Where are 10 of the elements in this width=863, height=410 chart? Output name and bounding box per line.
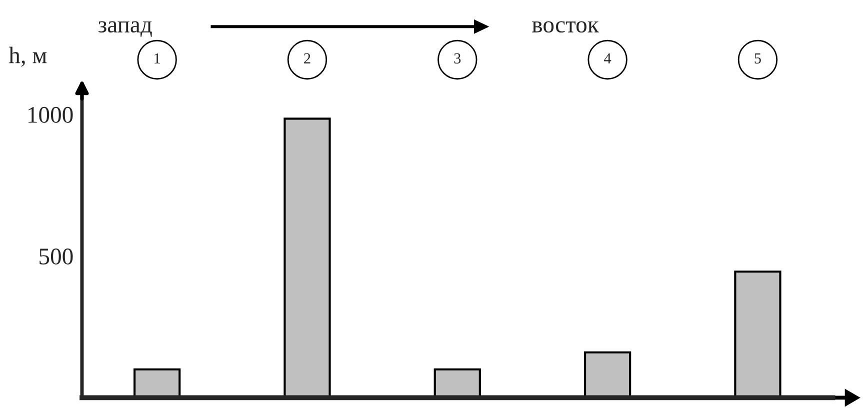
y-tick-label: 500 xyxy=(40,248,73,264)
x-tick-label: 2 xyxy=(304,53,310,64)
y-tick-label: 1000 xyxy=(28,106,73,123)
y-axis-title: h, м xyxy=(8,46,47,67)
text: запад xyxy=(98,21,152,37)
text: восток xyxy=(532,21,599,33)
x-tick-label: 5 xyxy=(754,53,761,64)
x-tick-label: 3 xyxy=(454,53,461,64)
x-tick-label: 1 xyxy=(154,53,160,64)
x-tick-label: 4 xyxy=(604,53,612,64)
